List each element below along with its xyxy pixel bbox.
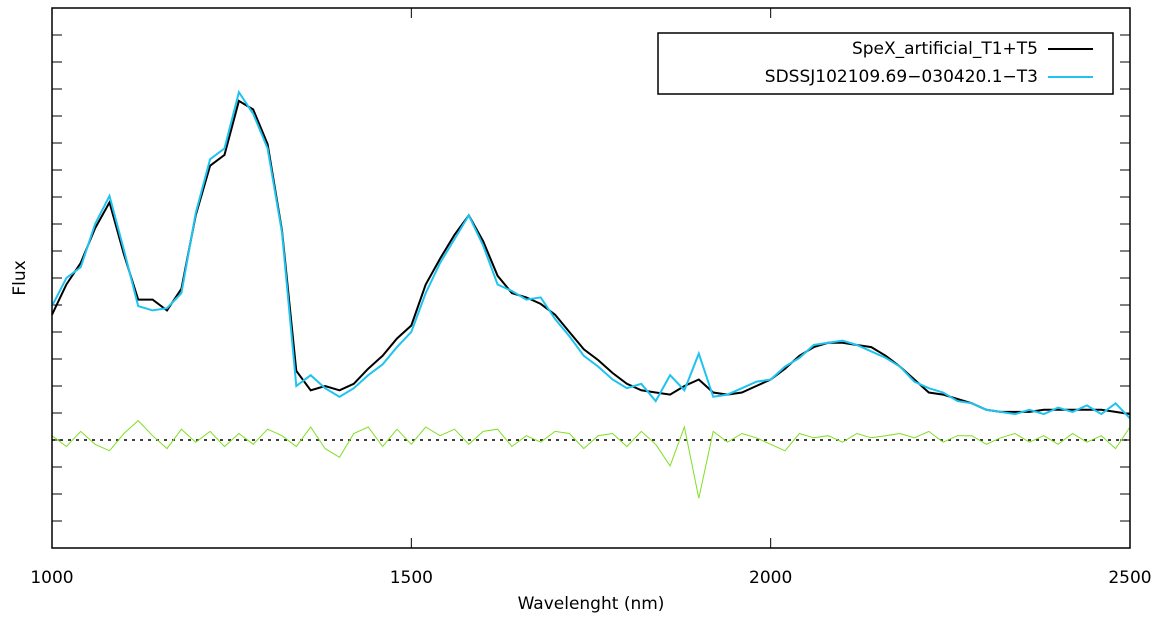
x-tick-label: 1500: [390, 568, 433, 588]
plot-frame: [51, 7, 1131, 549]
legend-box: [657, 32, 1114, 95]
legend-label: SDSSJ102109.69−030420.1−T3: [765, 67, 1038, 87]
y-axis-label: Flux: [10, 260, 30, 295]
x-tick-label: 2500: [1108, 568, 1151, 588]
series-line: [51, 89, 1131, 420]
x-axis-label: Wavelenght (nm): [518, 594, 665, 614]
series-line: [51, 99, 1131, 416]
x-tick-label: 1000: [30, 568, 73, 588]
legend-label: SpeX_artificial_T1+T5: [852, 39, 1038, 59]
residual-line: [51, 419, 1131, 499]
x-tick-label: 2000: [749, 568, 792, 588]
